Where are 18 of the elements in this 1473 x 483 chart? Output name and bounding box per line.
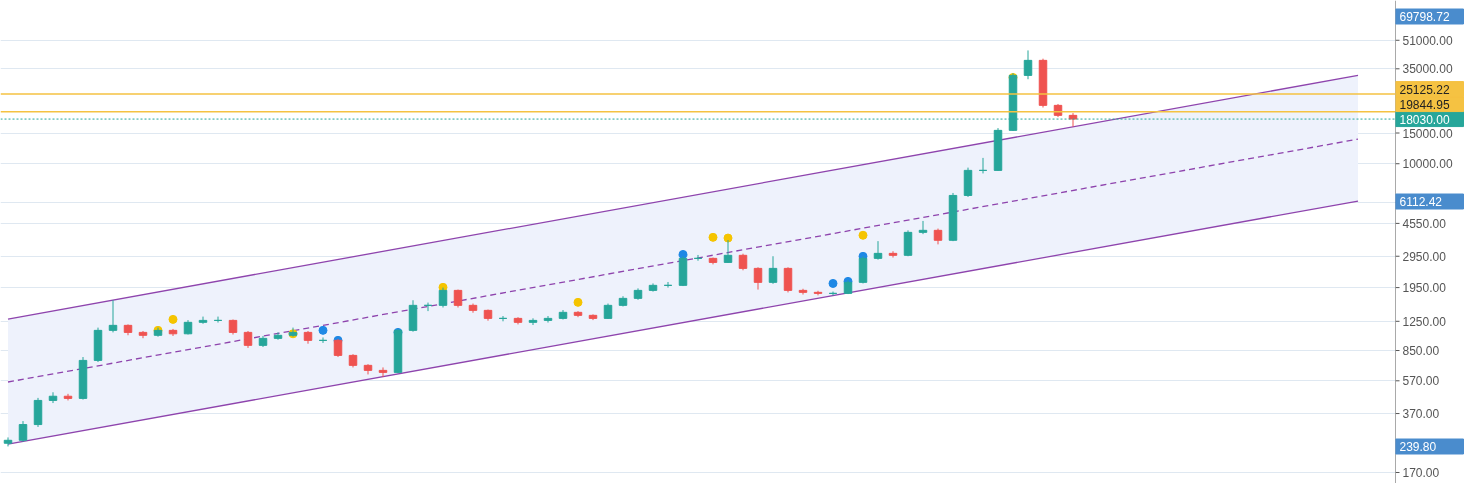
- y-tick-label: 170.00: [1402, 465, 1440, 480]
- y-tick-label: 2950.00: [1402, 249, 1447, 264]
- ref-line-label: 19844.95: [1399, 97, 1450, 112]
- text: 239.80: [1399, 440, 1437, 454]
- y-tick-label: 4550.00: [1402, 216, 1447, 231]
- y-tick-label: 35000.00: [1402, 62, 1453, 77]
- y-tick-label: 51000.00: [1402, 33, 1453, 48]
- text: 69798.72: [1399, 10, 1450, 24]
- y-tick-label: 370.00: [1402, 407, 1440, 422]
- text: 6112.42: [1399, 195, 1443, 209]
- y-tick-label: 1250.00: [1402, 314, 1447, 329]
- y-tick-label: 15000.00: [1402, 126, 1453, 141]
- ref-line-label: 18030.00: [1399, 112, 1450, 127]
- y-tick-label: 1950.00: [1402, 281, 1447, 296]
- y-tick-label: 850.00: [1402, 344, 1440, 359]
- y-tick-label: 570.00: [1402, 374, 1440, 389]
- y-tick-label: 10000.00: [1402, 157, 1453, 172]
- ref-line-label: 25125.22: [1399, 82, 1450, 97]
